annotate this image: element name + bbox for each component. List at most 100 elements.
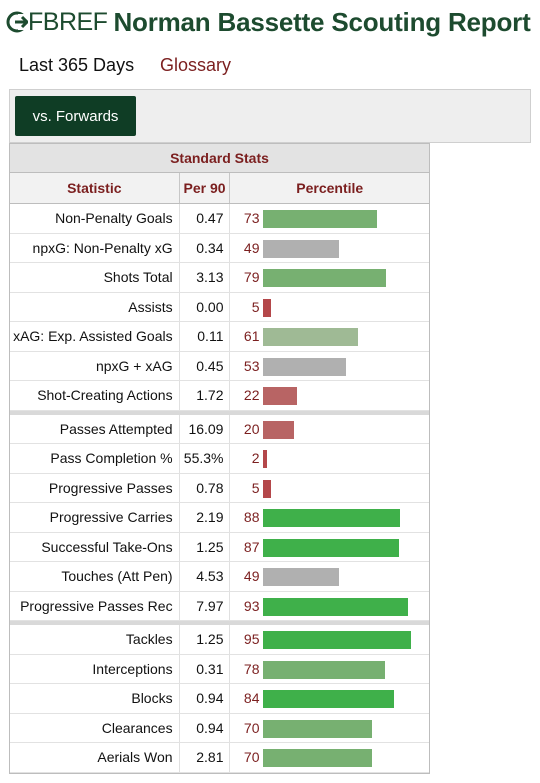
percentile-value: 70: [243, 719, 260, 736]
table-row: Aerials Won 2.81 70: [10, 743, 429, 773]
percentile-value: 5: [251, 479, 260, 496]
per90-value: 3.13: [180, 263, 231, 292]
stat-label: npxG: Non-Penalty xG: [10, 233, 180, 262]
percentile-cell: 93: [230, 592, 429, 621]
stat-label: Touches (Att Pen): [10, 562, 180, 591]
percentile-value: 87: [243, 538, 260, 555]
scouting-report-table: Standard Stats Statistic Per 90 Percenti…: [9, 143, 430, 774]
percentile-cell: 20: [230, 415, 429, 444]
percentile-bar: [263, 269, 387, 287]
table-row: Touches (Att Pen) 4.53 49: [10, 562, 429, 592]
period-tab[interactable]: Last 365 Days: [19, 55, 135, 75]
stat-label: Assists: [10, 292, 180, 321]
table-row: Tackles 1.25 95: [10, 625, 429, 655]
percentile-cell: 22: [230, 381, 429, 410]
percentile-bar: [263, 538, 400, 557]
percentile-cell: 53: [230, 352, 429, 381]
percentile-bar: [263, 631, 412, 649]
percentile-cell: 49: [230, 234, 429, 263]
stat-label: Passes Attempted: [10, 414, 180, 443]
stat-label: Interceptions: [10, 654, 180, 683]
percentile-value: 49: [243, 239, 260, 256]
percentile-value: 20: [243, 420, 260, 437]
table-caption: Standard Stats: [10, 143, 429, 173]
percentile-bar: [263, 597, 409, 616]
table-row: Clearances 0.94 70: [10, 713, 429, 743]
percentile-bar: [263, 387, 298, 405]
header-statistic[interactable]: Statistic: [10, 173, 180, 203]
percentile-cell: 78: [230, 655, 429, 684]
percentile-cell: 2: [230, 444, 429, 473]
header-percentile[interactable]: Percentile: [296, 180, 364, 196]
table-row: Successful Take-Ons 1.25 87: [10, 532, 429, 562]
percentile-value: 88: [243, 509, 260, 525]
stat-label: Shot-Creating Actions: [10, 381, 180, 410]
percentile-bar: [263, 690, 395, 708]
per90-value: 1.25: [180, 625, 231, 654]
group-separator: [10, 621, 429, 625]
stat-label: Non-Penalty Goals: [10, 204, 180, 233]
vs-forwards-button[interactable]: vs. Forwards: [15, 96, 136, 136]
table-row: Interceptions 0.31 78: [10, 654, 429, 684]
per90-value: 2.19: [180, 503, 231, 532]
table-body: Non-Penalty Goals 0.47 73 npxG: Non-Penalty…: [10, 204, 429, 773]
percentile-bar: [263, 509, 401, 527]
table-row: Shot-Creating Actions 1.72 22: [10, 381, 429, 411]
percentile-value: 79: [243, 269, 260, 285]
percentile-value: 53: [243, 357, 260, 374]
per90-value: 0.94: [180, 713, 231, 742]
table-header-row: Statistic Per 90 Percentile: [10, 173, 429, 204]
per90-value: 0.47: [180, 204, 231, 233]
percentile-cell: 73: [230, 204, 429, 233]
stat-label: Successful Take-Ons: [10, 532, 180, 561]
percentile-cell: 88: [230, 503, 429, 532]
glossary-link[interactable]: Glossary: [160, 55, 232, 75]
percentile-cell: 84: [230, 684, 429, 713]
comparison-filter-bar: vs. Forwards: [9, 89, 531, 143]
percentile-cell: 87: [230, 533, 429, 562]
percentile-cell: 49: [230, 562, 429, 591]
fbref-logo[interactable]: FBREF: [6, 5, 108, 39]
page-header: FBREF Norman Bassette Scouting Report: [6, 5, 536, 39]
header-per90[interactable]: Per 90: [180, 173, 231, 203]
percentile-cell: 95: [230, 625, 429, 654]
per90-value: 55.3%: [180, 444, 231, 473]
table-row: npxG + xAG 0.45 53: [10, 351, 429, 381]
per90-value: 2.81: [180, 743, 231, 772]
percentile-value: 2: [251, 450, 260, 466]
table-row: Progressive Passes Rec 7.97 93: [10, 591, 429, 621]
percentile-bar: [263, 568, 340, 586]
percentile-bar: [263, 719, 373, 738]
percentile-cell: 61: [230, 322, 429, 351]
percentile-value: 61: [243, 328, 260, 344]
percentile-bar: [263, 239, 340, 258]
stat-label: xAG: Exp. Assisted Goals: [10, 322, 180, 351]
percentile-bar: [263, 357, 347, 376]
per90-value: 1.72: [180, 381, 231, 410]
table-row: Pass Completion % 55.3% 2: [10, 444, 429, 474]
per90-value: 0.31: [180, 654, 231, 683]
percentile-value: 5: [251, 298, 260, 315]
fbref-logo-icon: [6, 11, 28, 33]
percentile-value: 49: [243, 568, 260, 584]
percentile-bar: [263, 210, 378, 228]
percentile-value: 22: [243, 387, 260, 403]
fbref-logo-text: FBREF: [28, 8, 108, 36]
table-row: Progressive Carries 2.19 88: [10, 503, 429, 533]
table-row: Blocks 0.94 84: [10, 684, 429, 714]
percentile-cell: 70: [230, 743, 429, 772]
per90-value: 0.11: [180, 322, 231, 351]
percentile-bar: [263, 420, 295, 439]
stat-label: Pass Completion %: [10, 444, 180, 473]
percentile-value: 84: [243, 690, 260, 706]
stat-label: Aerials Won: [10, 743, 180, 772]
percentile-cell: 70: [230, 714, 429, 743]
per90-value: 0.00: [180, 292, 231, 321]
per90-value: 0.45: [180, 351, 231, 380]
percentile-bar: [263, 660, 386, 679]
percentile-value: 73: [243, 210, 260, 226]
percentile-bar: [263, 450, 268, 468]
page-title: Norman Bassette Scouting Report: [113, 7, 531, 37]
percentile-value: 95: [243, 631, 260, 647]
table-row: Passes Attempted 16.09 20: [10, 414, 429, 444]
